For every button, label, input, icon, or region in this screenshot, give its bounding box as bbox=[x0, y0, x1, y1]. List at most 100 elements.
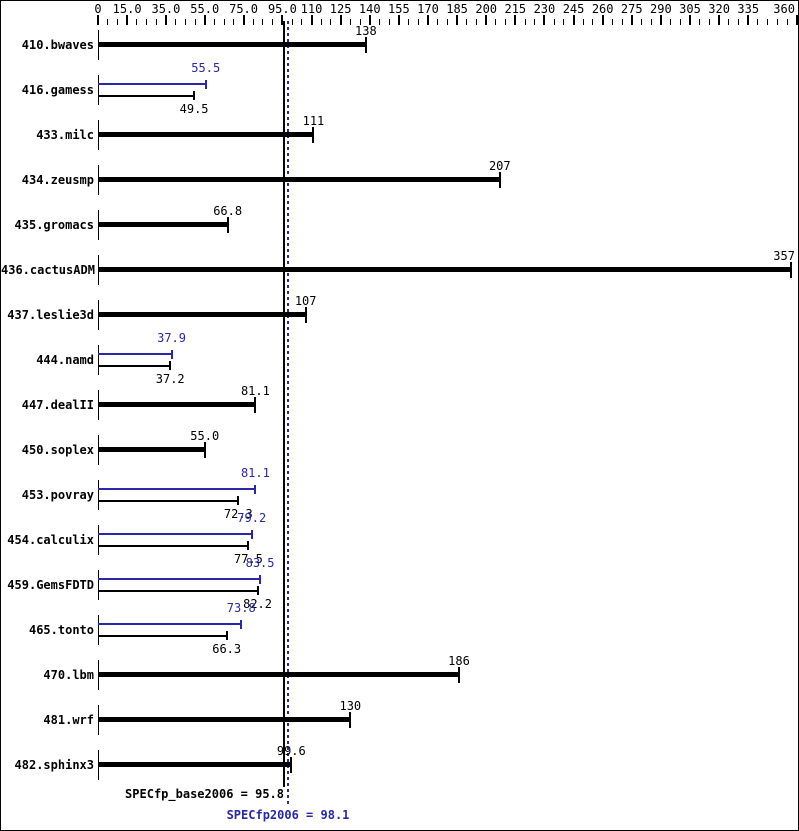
base-bar bbox=[98, 672, 460, 677]
axis-minor-tick bbox=[233, 19, 235, 25]
base-bar-end-tick bbox=[498, 172, 501, 188]
row-axis-stub bbox=[98, 525, 99, 555]
base-bar bbox=[98, 222, 228, 227]
base-value-label: 111 bbox=[302, 114, 325, 128]
axis-minor-tick bbox=[495, 19, 497, 25]
base-bar bbox=[98, 402, 256, 407]
axis-tick-label: 290 bbox=[650, 2, 672, 16]
base-bar-end-tick bbox=[290, 757, 293, 773]
benchmark-row bbox=[1, 68, 798, 113]
peak-bar-end-tick bbox=[250, 530, 253, 539]
peak-bar-end-tick bbox=[259, 575, 262, 584]
axis-major-tick bbox=[630, 15, 633, 25]
axis-minor-tick bbox=[534, 19, 536, 25]
axis-tick-label: 215 bbox=[504, 2, 527, 16]
base-bar bbox=[98, 177, 500, 182]
base-value-label: 207 bbox=[488, 159, 511, 173]
peak-bar bbox=[98, 533, 252, 535]
axis-minor-tick bbox=[524, 19, 526, 25]
axis-minor-tick bbox=[728, 19, 730, 25]
peak-bar bbox=[98, 488, 256, 490]
axis-minor-tick bbox=[553, 19, 555, 25]
axis-minor-tick bbox=[786, 19, 788, 25]
row-axis-stub bbox=[98, 345, 99, 375]
benchmark-label: 410.bwaves bbox=[21, 38, 94, 52]
axis-minor-tick bbox=[417, 19, 419, 25]
base-value-label: 81.1 bbox=[240, 384, 270, 398]
base-value-label: 37.2 bbox=[155, 372, 185, 386]
base-value-label: 138 bbox=[355, 24, 377, 38]
axis-minor-tick bbox=[291, 19, 293, 25]
benchmark-label: 482.sphinx3 bbox=[14, 758, 94, 772]
axis-major-tick bbox=[203, 15, 206, 25]
base-bar-end-tick bbox=[789, 262, 792, 278]
axis-minor-tick bbox=[330, 19, 332, 25]
axis-minor-tick bbox=[437, 19, 439, 25]
benchmark-label: 416.gamess bbox=[21, 83, 94, 97]
base-bar bbox=[98, 762, 292, 767]
row-axis-stub bbox=[98, 615, 99, 645]
axis-major-tick bbox=[281, 15, 284, 25]
axis-minor-tick bbox=[670, 19, 672, 25]
axis-tick-label: 75.0 bbox=[229, 2, 259, 16]
base-bar-end-tick bbox=[364, 37, 367, 53]
base-bar bbox=[98, 132, 314, 137]
axis-tick-label: 230 bbox=[533, 2, 556, 16]
benchmark-label: 481.wrf bbox=[43, 713, 94, 727]
axis-major-tick bbox=[572, 15, 575, 25]
base-mean-reference-line bbox=[282, 21, 285, 787]
axis-minor-tick bbox=[563, 19, 565, 25]
axis-tick-label: 275 bbox=[620, 2, 643, 16]
axis-major-tick bbox=[456, 15, 459, 25]
axis-tick-label: 0 bbox=[94, 2, 102, 16]
benchmark-label: 435.gromacs bbox=[14, 218, 94, 232]
base-value-label: 72.3 bbox=[223, 507, 253, 521]
peak-value-label: 81.1 bbox=[240, 466, 270, 480]
base-bar bbox=[98, 545, 249, 547]
benchmark-row bbox=[1, 473, 798, 518]
peak-value-label: 37.9 bbox=[157, 331, 187, 345]
base-bar-end-tick bbox=[169, 361, 172, 370]
axis-major-tick bbox=[310, 15, 313, 25]
axis-tick-label: 260 bbox=[591, 2, 614, 16]
base-bar-end-tick bbox=[304, 307, 307, 323]
row-axis-stub bbox=[98, 480, 99, 510]
axis-minor-tick bbox=[611, 19, 613, 25]
base-bar bbox=[98, 717, 351, 722]
base-bar-end-tick bbox=[458, 667, 461, 683]
peak-bar-end-tick bbox=[204, 80, 207, 89]
axis-major-tick bbox=[126, 15, 129, 25]
axis-minor-tick bbox=[184, 19, 186, 25]
benchmark-label: 450.soplex bbox=[21, 443, 94, 457]
axis-minor-tick bbox=[155, 19, 157, 25]
base-value-label: 66.3 bbox=[212, 642, 242, 656]
axis-minor-tick bbox=[272, 19, 274, 25]
axis-minor-tick bbox=[757, 19, 759, 25]
axis-major-tick bbox=[426, 15, 429, 25]
benchmark-label: 470.lbm bbox=[43, 668, 94, 682]
axis-major-tick bbox=[368, 15, 371, 25]
axis-major-tick bbox=[747, 15, 750, 25]
axis-tick-label: 305 bbox=[679, 2, 701, 16]
axis-minor-tick bbox=[466, 19, 468, 25]
axis-minor-tick bbox=[175, 19, 177, 25]
axis-major-tick bbox=[659, 15, 662, 25]
axis-tick-label: 155 bbox=[388, 2, 410, 16]
axis-tick-label: 200 bbox=[475, 2, 498, 16]
benchmark-label: 465.tonto bbox=[28, 623, 94, 637]
peak-bar bbox=[98, 353, 172, 355]
base-value-label: 77.5 bbox=[233, 552, 263, 566]
axis-minor-tick bbox=[116, 19, 118, 25]
base-value-label: 82.2 bbox=[243, 597, 272, 611]
row-axis-stub bbox=[98, 75, 99, 105]
specfp2006-summary: SPECfp2006 = 98.1 bbox=[226, 808, 350, 822]
axis-minor-tick bbox=[146, 19, 148, 25]
peak-bar bbox=[98, 623, 242, 625]
row-axis-stub bbox=[98, 570, 99, 600]
axis-minor-tick bbox=[359, 19, 361, 25]
axis-minor-tick bbox=[679, 19, 681, 25]
axis-tick-label: 335 bbox=[737, 2, 760, 16]
axis-minor-tick bbox=[136, 19, 138, 25]
